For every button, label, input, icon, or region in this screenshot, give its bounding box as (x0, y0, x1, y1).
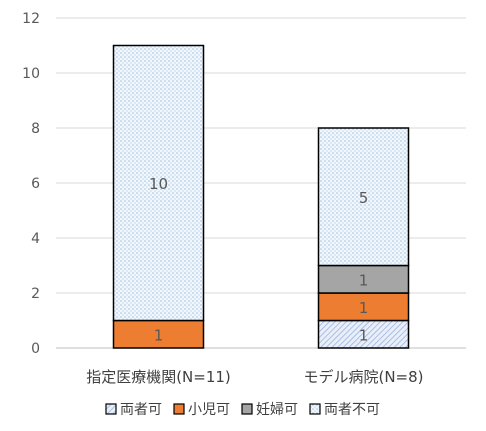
y-tick-label: 0 (31, 341, 40, 357)
y-tick-label: 10 (22, 66, 40, 82)
data-label: 1 (359, 271, 369, 289)
data-label: 10 (149, 175, 168, 193)
legend-swatch (173, 403, 185, 415)
bar-segment (317, 292, 410, 322)
legend-label: 妊婦可 (256, 401, 298, 418)
data-label: 1 (359, 299, 369, 317)
y-tick-label: 12 (22, 11, 40, 27)
bar-segment (317, 264, 410, 294)
data-label: 1 (154, 326, 164, 344)
bar-segment (317, 319, 410, 349)
legend-swatch (309, 403, 321, 415)
data-label: 5 (359, 189, 369, 207)
legend-label: 両者可 (120, 402, 162, 418)
legend-label: 両者不可 (324, 402, 380, 418)
bar-segment (112, 319, 205, 349)
y-tick-label: 8 (31, 121, 40, 137)
y-tick-label: 2 (31, 286, 40, 302)
legend-swatch (241, 403, 253, 415)
y-tick-label: 4 (31, 231, 40, 247)
bar-segment (317, 127, 410, 267)
y-tick-label: 6 (31, 176, 40, 192)
legend-swatch (105, 403, 117, 415)
bar-segment (112, 44, 205, 322)
legend-label: 小児可 (188, 402, 230, 418)
x-category-label: モデル病院(N=8) (303, 368, 423, 386)
data-label: 1 (359, 326, 369, 344)
x-category-label: 指定医療機関(N=11) (86, 368, 231, 386)
